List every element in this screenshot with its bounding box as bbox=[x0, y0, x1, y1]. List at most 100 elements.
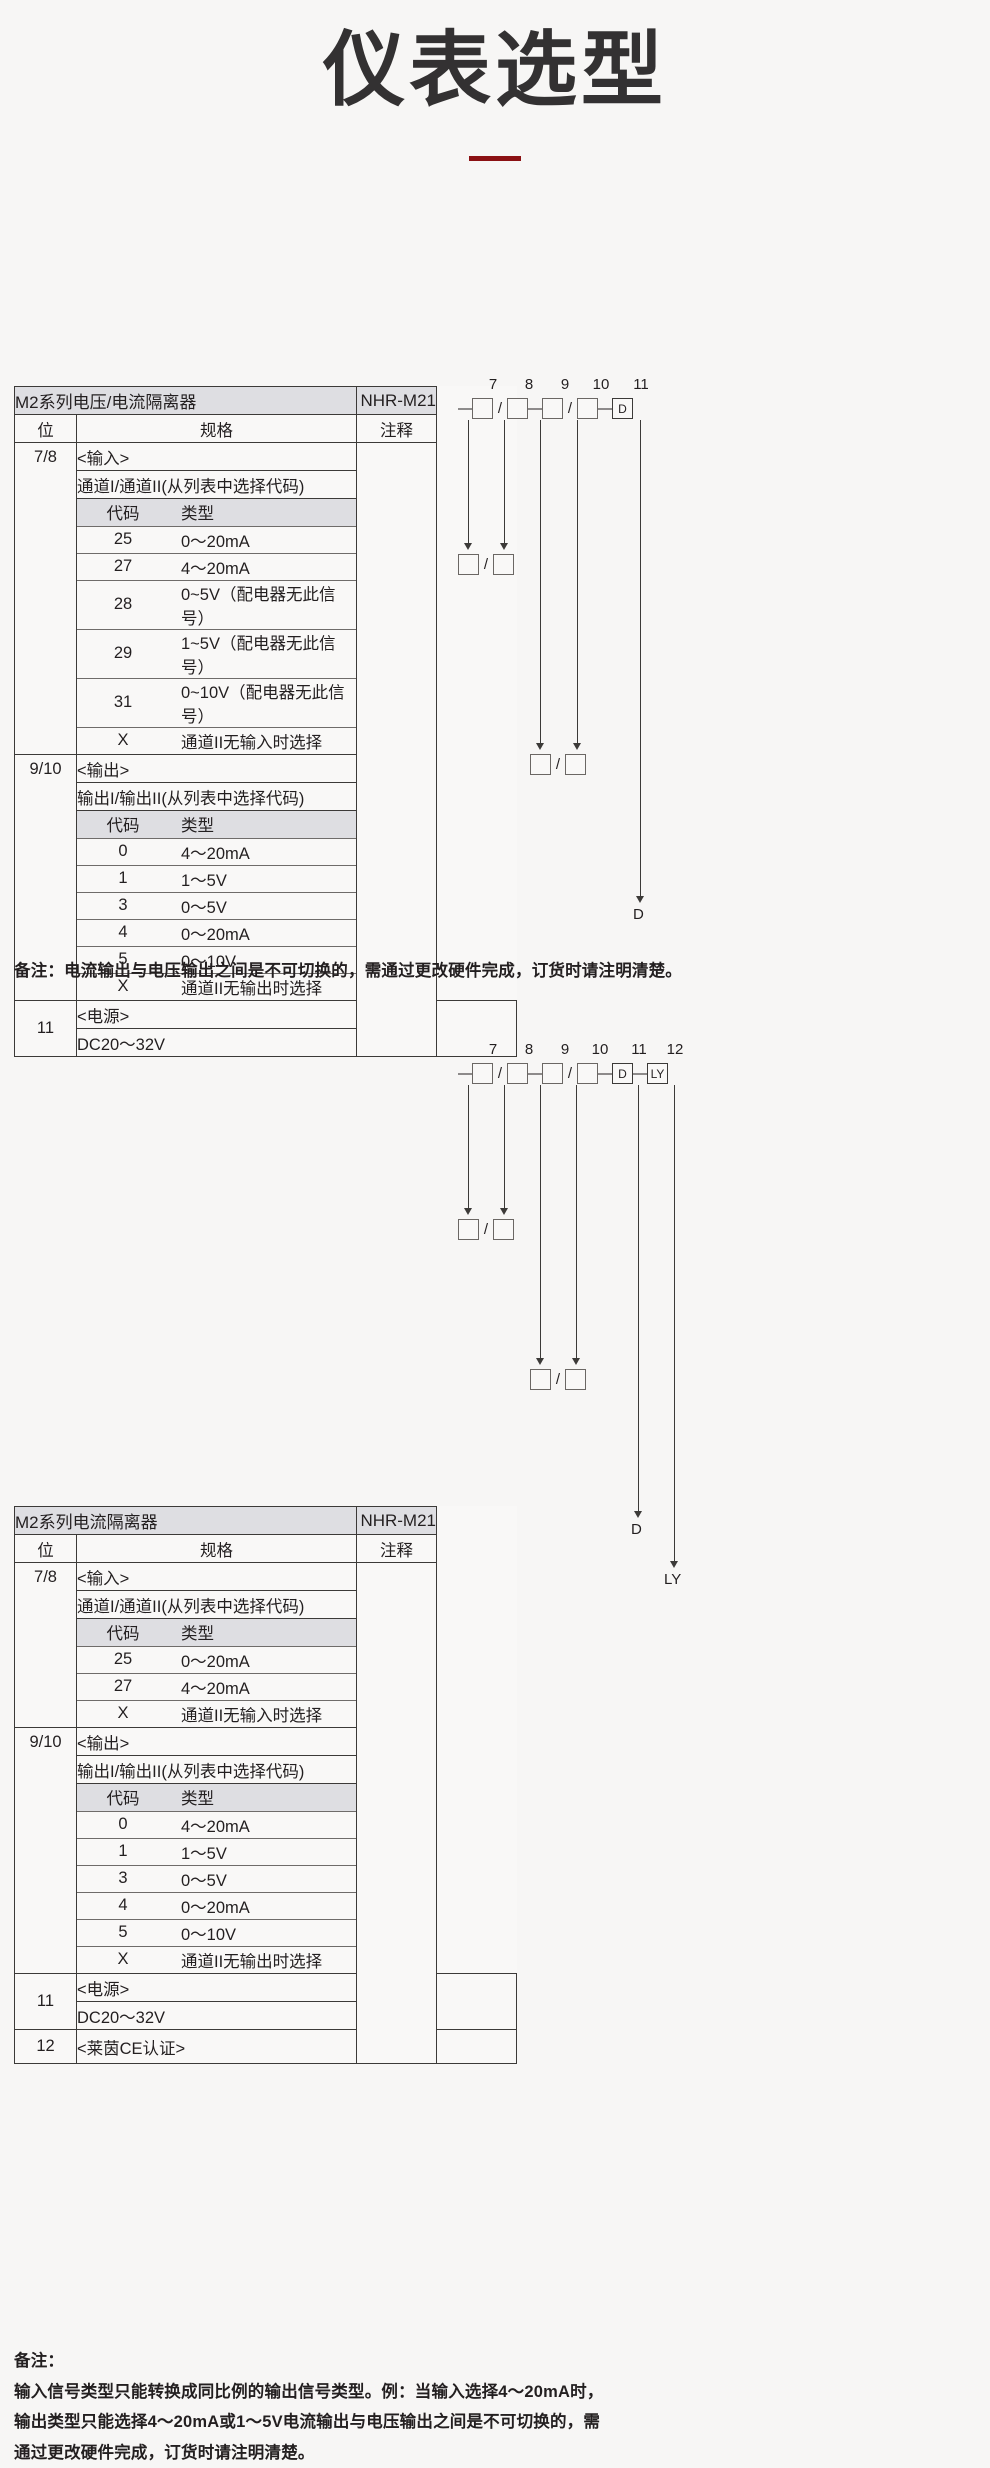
power-tag-d: D bbox=[633, 906, 644, 924]
input-box-channel-2[interactable] bbox=[493, 554, 514, 576]
code-number-7: 7 bbox=[488, 1041, 498, 1059]
code-number-12: 12 bbox=[666, 1041, 684, 1059]
page-header: 仪表选型 bbox=[0, 0, 990, 162]
table-2-column-headers: 位 规格 注释 bbox=[14, 1534, 517, 1564]
code-value: 5 bbox=[77, 1919, 169, 1947]
input-box-channel-1[interactable] bbox=[458, 1219, 479, 1241]
inner-col-type: 类型 bbox=[169, 1784, 356, 1812]
code-value: 4 bbox=[77, 919, 169, 947]
spec-power-value: DC20～32V bbox=[76, 1028, 357, 1058]
output-code-table: 代码 类型 0 4～20mA 1 1～5V 3 0～5V 4 0～20mA 5 0～10V… bbox=[77, 1784, 356, 1973]
slash-separator: / bbox=[483, 556, 489, 574]
spec-table-1-wrapper: M2系列电压/电流隔离器 NHR-M21 位 规格 注释 7/8 <输入> 通道… bbox=[14, 386, 517, 1058]
table-row: DC20～32V bbox=[15, 2001, 517, 2031]
spec-sub-output: 输出I/输出II(从列表中选择代码) bbox=[76, 1755, 357, 1785]
input-code-boxes: / bbox=[458, 554, 514, 576]
table-row: 11 <电源> bbox=[14, 1973, 517, 2031]
arrow-down-icon bbox=[464, 543, 472, 551]
arrow-down-icon bbox=[500, 1208, 508, 1216]
type-value: 通道II无输出时选择 bbox=[181, 979, 323, 998]
spec-heading-input: <输入> bbox=[76, 442, 357, 472]
table-row: 代码 类型 0 4～20mA 1 1～5V 3 0～5V 4 0～20mA 5 0～10V… bbox=[15, 810, 517, 1002]
remark-line-1: 输入信号类型只能转换成同比例的输出信号类型。例：当输入选择4～20mA时， bbox=[14, 2382, 604, 2401]
input-box-channel-1[interactable] bbox=[458, 554, 479, 576]
note-cell-11 bbox=[436, 1973, 517, 2031]
list-item: X 通道II无输出时选择 bbox=[77, 973, 356, 1000]
code-box-12[interactable]: LY bbox=[647, 1063, 668, 1085]
code-value: 3 bbox=[77, 892, 169, 920]
table-row: 11 <电源> bbox=[14, 1000, 517, 1058]
list-item: 3 0～5V bbox=[77, 892, 356, 920]
model-code-diagram-2: 7 8 9 10 11 12 — / — / — D — LY / bbox=[430, 1041, 990, 1661]
code-value: 29 bbox=[77, 629, 169, 679]
input-code-table: 代码 类型 25 0～20mA 27 4～20mA 28 0~5V（配电器无此信号） … bbox=[77, 499, 356, 754]
code-number-11: 11 bbox=[631, 1041, 647, 1059]
remark-section-1: 备注：电流输出与电压输出之间是不可切换的，需通过更改硬件完成，订货时请注明清楚。 bbox=[14, 956, 682, 987]
leader-line-7 bbox=[468, 420, 469, 546]
code-value: 28 bbox=[77, 580, 169, 630]
dash-separator: — bbox=[598, 400, 613, 418]
leader-line-10 bbox=[576, 1085, 577, 1361]
input-box-channel-2[interactable] bbox=[493, 1219, 514, 1241]
arrow-down-icon bbox=[536, 1358, 544, 1366]
inner-col-type: 类型 bbox=[169, 1619, 356, 1647]
code-box-8[interactable] bbox=[507, 398, 528, 420]
code-value: X bbox=[117, 1950, 129, 1969]
code-box-7[interactable] bbox=[472, 398, 493, 420]
output-box-channel-1[interactable] bbox=[530, 754, 551, 776]
type-value: 0～20mA bbox=[169, 526, 356, 554]
arrow-down-icon bbox=[670, 1561, 678, 1569]
slash-separator: / bbox=[497, 1065, 503, 1083]
code-value: 27 bbox=[77, 553, 169, 581]
note-cell-12 bbox=[436, 2029, 517, 2065]
table-1-header-row: M2系列电压/电流隔离器 NHR-M21 bbox=[14, 386, 517, 416]
table-row: 输出I/输出II(从列表中选择代码) bbox=[15, 782, 517, 812]
output-code-table-host: 代码 类型 0 4～20mA 1 1～5V 3 0～5V 4 0～20mA 5 0～10V… bbox=[76, 1783, 357, 1975]
spec-heading-cert: <莱茵CE认证> bbox=[76, 2029, 357, 2065]
arrow-down-icon bbox=[500, 543, 508, 551]
type-value: 1~5V（配电器无此信号） bbox=[169, 629, 356, 679]
slash-separator: / bbox=[497, 400, 503, 418]
output-box-channel-1[interactable] bbox=[530, 1369, 551, 1391]
code-box-9[interactable] bbox=[542, 398, 563, 420]
table-row: 输出I/输出II(从列表中选择代码) bbox=[15, 1755, 517, 1785]
code-box-7[interactable] bbox=[472, 1063, 493, 1085]
col-header-pos: 位 bbox=[14, 414, 77, 444]
output-box-channel-2[interactable] bbox=[565, 754, 586, 776]
remark-line-2: 输出类型只能选择4～20mA或1～5V电流输出与电压输出之间是不可切换的，需 bbox=[14, 2413, 601, 2432]
list-item: X 通道II无输出时选择 bbox=[77, 1946, 356, 1973]
spec-heading-input: <输入> bbox=[76, 1562, 357, 1592]
output-box-channel-2[interactable] bbox=[565, 1369, 586, 1391]
input-code-boxes: / bbox=[458, 1219, 514, 1241]
code-number-9: 9 bbox=[560, 1041, 570, 1059]
arrow-down-icon bbox=[573, 743, 581, 751]
slash-separator: / bbox=[555, 1371, 561, 1389]
table-row: 7/8 <输入> bbox=[14, 442, 517, 1058]
list-item: 3 0～5V bbox=[77, 1865, 356, 1893]
title-divider bbox=[469, 156, 521, 162]
output-code-boxes: / bbox=[530, 754, 586, 776]
code-value: X bbox=[117, 1704, 129, 1723]
col-header-pos: 位 bbox=[14, 1534, 77, 1564]
leader-line-9 bbox=[540, 1085, 541, 1361]
list-item: 5 0～10V bbox=[77, 1919, 356, 1947]
code-box-10[interactable] bbox=[577, 398, 598, 420]
arrow-down-icon bbox=[636, 896, 644, 904]
leader-line-7 bbox=[468, 1085, 469, 1211]
code-box-9[interactable] bbox=[542, 1063, 563, 1085]
code-box-11[interactable]: D bbox=[612, 398, 633, 420]
inner-header-row: 代码 类型 bbox=[77, 811, 356, 839]
remark-title: 备注： bbox=[14, 2352, 65, 2371]
table-row: 9/10 <输出> bbox=[14, 754, 517, 1002]
code-box-10[interactable] bbox=[577, 1063, 598, 1085]
code-box-8[interactable] bbox=[507, 1063, 528, 1085]
type-value: 1～5V bbox=[169, 1838, 356, 1866]
spec-power-value: DC20～32V bbox=[76, 2001, 357, 2031]
spec-heading-output: <输出> bbox=[76, 754, 357, 784]
code-box-11[interactable]: D bbox=[612, 1063, 633, 1085]
code-value: 27 bbox=[77, 1673, 169, 1701]
output-code-table-host: 代码 类型 0 4～20mA 1 1～5V 3 0～5V 4 0～20mA 5 0～10V… bbox=[76, 810, 357, 1002]
list-item: 0 4～20mA bbox=[77, 1811, 356, 1839]
code-value: 31 bbox=[77, 678, 169, 728]
list-item: 29 1~5V（配电器无此信号） bbox=[77, 629, 356, 679]
